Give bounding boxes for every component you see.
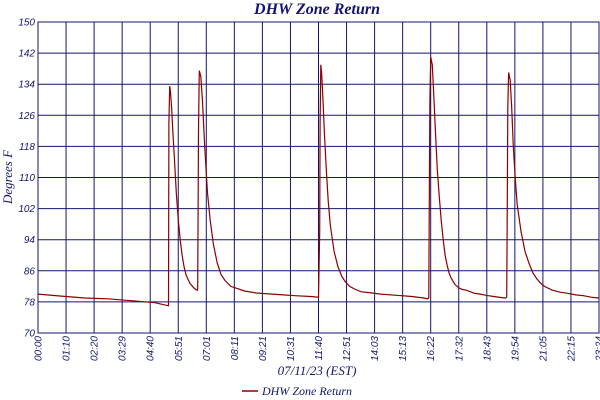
x-tick-label: 02:20 xyxy=(90,336,101,361)
x-tick-label: 18:43 xyxy=(482,336,493,361)
x-tick-label: 03:29 xyxy=(118,336,129,361)
x-tick-label: 22:15 xyxy=(566,336,577,362)
x-tick-label: 23:24 xyxy=(595,336,600,362)
legend: DHW Zone Return xyxy=(242,384,352,398)
y-tick-label: 78 xyxy=(24,297,36,308)
x-tick-labels: 00:00 01:10 02:20 03:29 04:40 05:51 07:01 08:11… xyxy=(34,336,600,362)
y-tick-labels: 70 78 86 94 102 110 118 126 134 142 150 xyxy=(18,18,35,340)
y-tick-label: 110 xyxy=(19,173,35,184)
y-tick-label: 118 xyxy=(19,142,35,153)
x-tick-label: 10:31 xyxy=(286,336,297,361)
x-tick-label: 09:21 xyxy=(258,336,269,361)
x-axis-label: 07/11/23 (EST) xyxy=(278,363,357,378)
x-tick-label: 21:05 xyxy=(538,336,549,362)
x-tick-label: 16:22 xyxy=(426,336,437,361)
y-axis-label: Degrees F xyxy=(0,149,15,205)
y-tick-label: 142 xyxy=(18,49,35,60)
x-tick-label: 05:51 xyxy=(174,336,185,361)
y-tick-label: 134 xyxy=(18,80,35,91)
chart-title: DHW Zone Return xyxy=(253,1,380,18)
x-tick-label: 17:32 xyxy=(454,336,465,361)
plot-border xyxy=(37,21,600,334)
x-tick-label: 07:01 xyxy=(202,336,213,361)
series-line-dhw-zone-return xyxy=(37,56,600,307)
x-tick-label: 14:03 xyxy=(370,336,381,361)
x-tick-label: 19:54 xyxy=(510,336,521,361)
x-tick-label: 15:13 xyxy=(398,336,409,361)
x-tick-label: 00:00 xyxy=(34,336,45,361)
x-tick-label: 08:11 xyxy=(230,336,241,360)
y-tick-label: 70 xyxy=(24,329,36,340)
y-tick-label: 102 xyxy=(18,204,35,215)
y-tick-label: 94 xyxy=(24,235,36,246)
x-tick-label: 12:51 xyxy=(342,336,353,361)
x-tick-label: 01:10 xyxy=(62,336,73,361)
legend-label: DHW Zone Return xyxy=(261,384,352,398)
x-tick-label: 04:40 xyxy=(146,336,157,361)
y-tick-label: 150 xyxy=(18,18,35,29)
y-tick-label: 126 xyxy=(18,111,35,122)
y-tick-label: 86 xyxy=(24,266,36,277)
x-tick-label: 11:40 xyxy=(314,336,325,361)
